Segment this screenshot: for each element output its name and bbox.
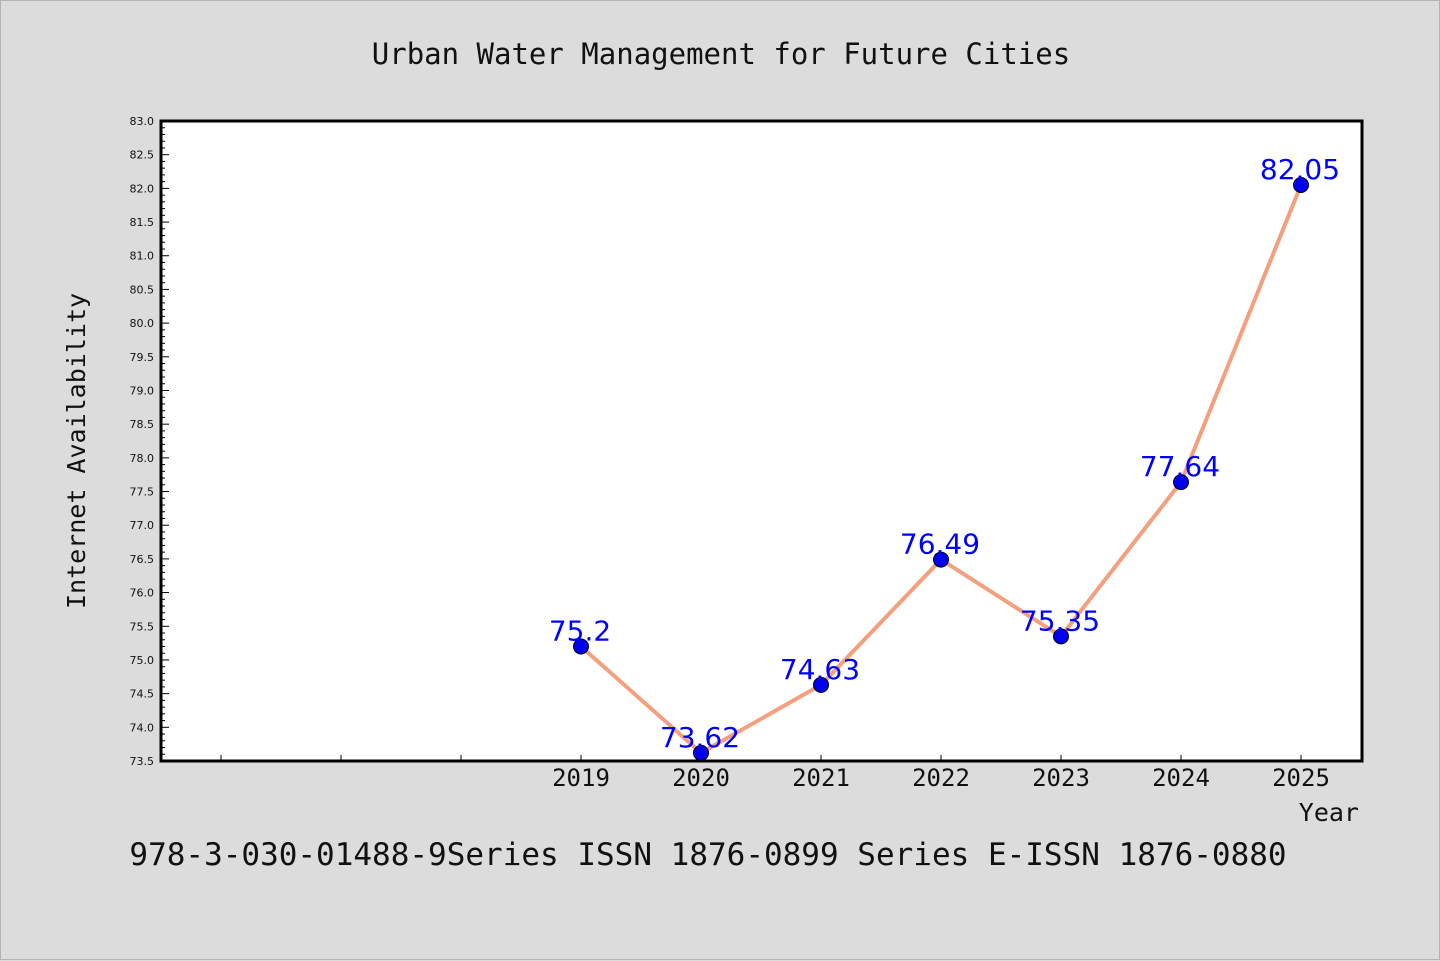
y-tick-label: 76.0 (130, 587, 155, 600)
y-tick-label: 75.0 (130, 654, 155, 667)
y-tick-label: 79.0 (130, 384, 155, 397)
data-label: 82.05 (1260, 153, 1340, 186)
data-label: 73.62 (660, 721, 740, 754)
data-point (1173, 474, 1189, 491)
data-point (1053, 628, 1069, 645)
x-tick-label: 2020 (672, 764, 730, 792)
y-tick-label: 80.0 (130, 317, 155, 330)
data-label: 75.35 (1020, 604, 1100, 637)
data-label: 75.2 (549, 614, 611, 647)
y-tick-label: 74.5 (130, 688, 155, 701)
y-tick-label: 81.0 (130, 250, 155, 263)
y-tick-label: 83.0 (130, 115, 155, 128)
y-tick-label: 73.5 (130, 755, 155, 768)
data-point (1293, 177, 1309, 193)
y-tick-label: 77.5 (130, 486, 155, 499)
data-label: 74.63 (780, 653, 860, 686)
data-point (693, 744, 709, 761)
y-tick-label: 74.0 (130, 721, 155, 734)
y-tick-label: 79.5 (130, 351, 155, 364)
x-tick-label: 2021 (792, 764, 850, 792)
chart-title: Urban Water Management for Future Cities (372, 37, 1070, 71)
data-point (933, 551, 949, 568)
x-tick-label: 2019 (552, 764, 610, 792)
y-tick-label: 80.5 (130, 283, 155, 296)
x-axis: 2019 2020 2021 2022 2023 2024 2025 (220, 755, 1330, 792)
y-tick-label: 75.5 (130, 620, 155, 633)
footer-text: 978-3-030-01488-9Series ISSN 1876-0899 S… (129, 837, 1286, 873)
x-tick-label: 2024 (1152, 764, 1210, 792)
data-point (573, 638, 589, 655)
y-axis: 73.5 74.0 74.5 75.0 75.5 76.0 76.5 77.0 77.5 78.0… (130, 115, 169, 768)
y-tick-label: 78.0 (130, 452, 155, 465)
y-tick-label: 77.0 (130, 519, 155, 532)
x-tick-label: 2025 (1272, 764, 1330, 792)
y-tick-label: 82.5 (130, 149, 155, 162)
x-axis-label: Year (1299, 798, 1359, 827)
data-points (573, 177, 1309, 761)
y-tick-label: 76.5 (130, 553, 155, 566)
y-axis-label: Internet Availability (62, 293, 91, 609)
data-label: 77.64 (1140, 450, 1220, 483)
x-tick-label: 2022 (912, 764, 970, 792)
y-tick-label: 81.5 (130, 216, 155, 229)
x-tick-label: 2023 (1032, 764, 1090, 792)
data-label: 76.49 (900, 528, 980, 561)
y-tick-label: 82.0 (130, 182, 155, 195)
data-point (813, 676, 829, 693)
plot-area (159, 119, 1364, 763)
y-tick-label: 78.5 (130, 418, 155, 431)
data-labels: 75.2 73.62 74.63 76.49 75.35 77.64 82.05 (549, 153, 1340, 754)
